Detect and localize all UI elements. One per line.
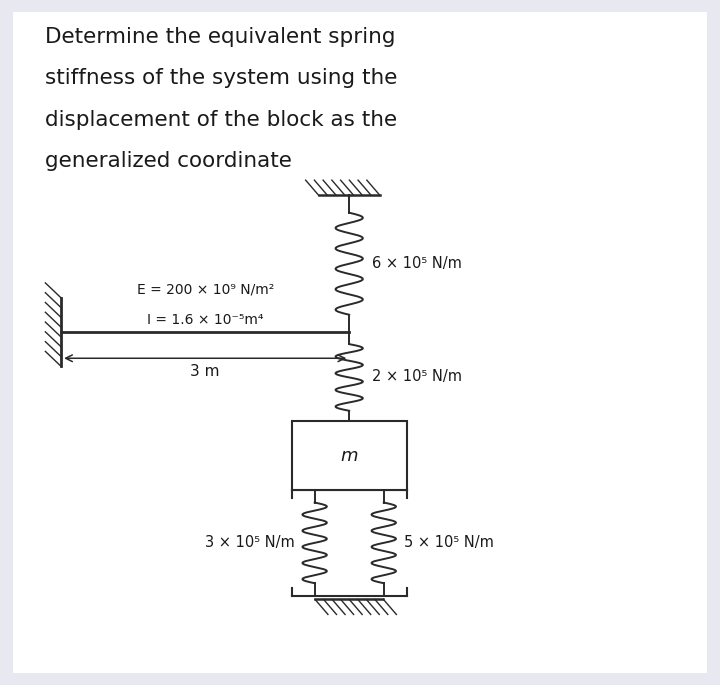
Text: I = 1.6 × 10⁻⁵m⁴: I = 1.6 × 10⁻⁵m⁴ (147, 313, 264, 327)
Text: Determine the equivalent spring: Determine the equivalent spring (45, 27, 395, 47)
Bar (292, 421, 407, 490)
Text: 2 × 10⁵ N/m: 2 × 10⁵ N/m (372, 369, 462, 384)
Text: generalized coordinate: generalized coordinate (45, 151, 292, 171)
Text: stiffness of the system using the: stiffness of the system using the (45, 68, 397, 88)
Text: 3 m: 3 m (191, 364, 220, 379)
Text: m: m (341, 447, 358, 464)
Text: 5 × 10⁵ N/m: 5 × 10⁵ N/m (404, 536, 494, 550)
Text: 3 × 10⁵ N/m: 3 × 10⁵ N/m (204, 536, 294, 550)
Text: E = 200 × 10⁹ N/m²: E = 200 × 10⁹ N/m² (137, 283, 274, 297)
FancyBboxPatch shape (13, 12, 707, 673)
Text: 6 × 10⁵ N/m: 6 × 10⁵ N/m (372, 256, 462, 271)
Text: displacement of the block as the: displacement of the block as the (45, 110, 397, 129)
